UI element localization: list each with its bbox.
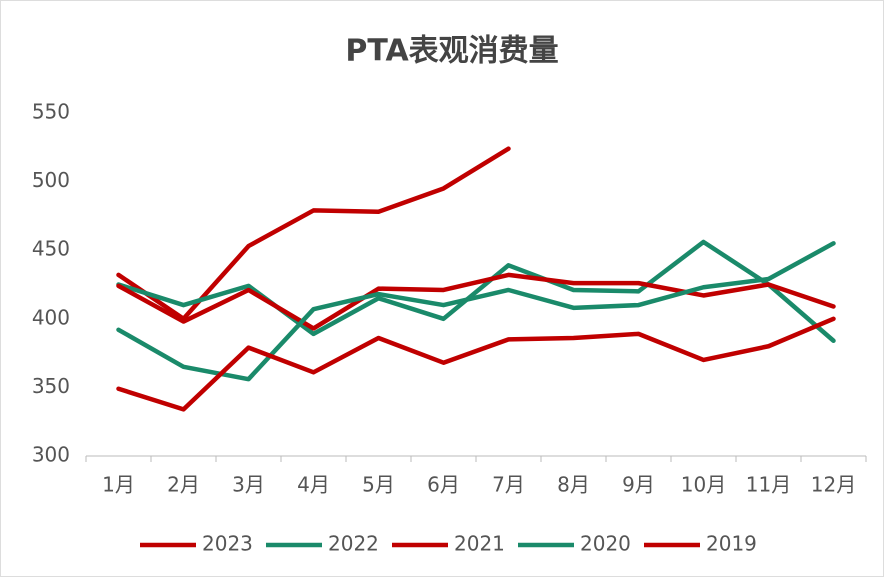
y-tick-label: 450: [32, 237, 70, 261]
x-tick-label: 1月: [102, 473, 135, 497]
series-line: [116, 239, 836, 344]
y-tick-label: 550: [32, 100, 70, 124]
series-line: [116, 241, 836, 382]
chart-title: PTA表观消费量: [345, 34, 558, 69]
x-tick-label: 10月: [681, 473, 726, 497]
x-tick-label: 2月: [167, 473, 200, 497]
legend-label: 2022: [328, 532, 379, 556]
legend-label: 2020: [580, 532, 631, 556]
series-line: [116, 272, 836, 331]
x-tick-label: 9月: [622, 473, 655, 497]
y-tick-label: 300: [32, 443, 70, 467]
x-tick-label: 11月: [746, 473, 791, 497]
x-tick-label: 12月: [811, 473, 856, 497]
x-tick-label: 3月: [232, 473, 265, 497]
series-line: [116, 316, 836, 412]
legend-label: 2019: [706, 532, 757, 556]
x-tick-label: 8月: [557, 473, 590, 497]
y-tick-label: 350: [32, 374, 70, 398]
x-tick-label: 5月: [362, 473, 395, 497]
series-line: [116, 146, 511, 322]
y-tick-label: 500: [32, 168, 70, 192]
y-tick-label: 400: [32, 305, 70, 329]
legend-label: 2021: [454, 532, 505, 556]
x-tick-label: 4月: [297, 473, 330, 497]
legend-label: 2023: [202, 532, 253, 556]
x-tick-label: 6月: [427, 473, 460, 497]
x-tick-label: 7月: [492, 473, 525, 497]
